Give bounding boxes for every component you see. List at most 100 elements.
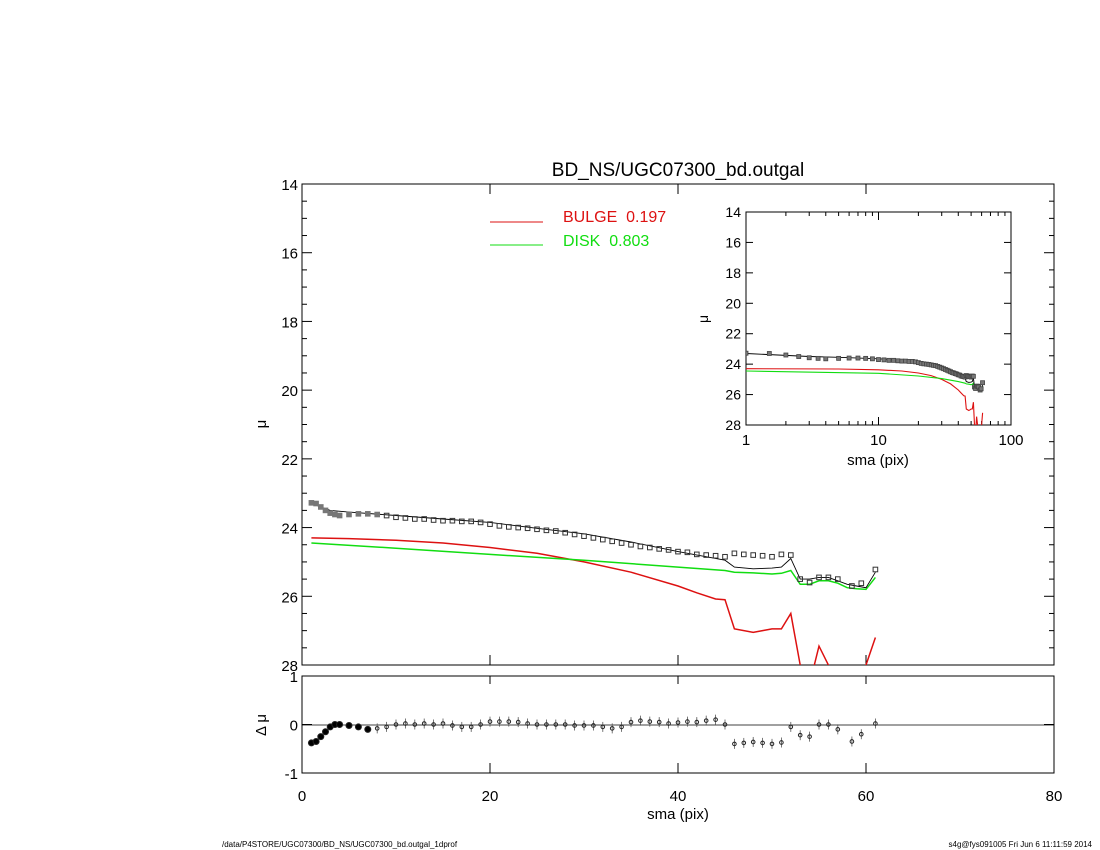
inset-plot-frame	[746, 212, 1011, 425]
main-data-point	[450, 518, 455, 523]
inset-data-point	[784, 353, 788, 357]
inset-y-tick-label: 16	[725, 234, 741, 250]
residual-point	[346, 722, 352, 728]
residual-points	[308, 715, 877, 749]
main-data-point	[779, 552, 784, 557]
main-y-tick-label: 22	[281, 452, 298, 469]
main-data-point	[789, 553, 794, 558]
inset-data-point	[979, 387, 983, 391]
inset-x-tick-label: 100	[998, 432, 1023, 449]
main-data-point	[873, 567, 878, 572]
inset-data-point	[824, 357, 828, 361]
residual-y-axis-label: Δ μ	[253, 714, 270, 736]
main-y-tick-label: 14	[281, 177, 298, 194]
main-data-point	[859, 581, 864, 586]
main-data-point	[629, 542, 634, 547]
main-data-point	[713, 553, 718, 558]
main-data-point	[751, 553, 756, 558]
main-y-tick-label: 24	[281, 521, 298, 538]
inset-y-axis-label: μ	[695, 315, 711, 323]
inset-data-point	[856, 356, 860, 360]
inset-data-point	[767, 351, 771, 355]
main-data-point	[638, 544, 643, 549]
legend-bulge-label: BULGE 0.197	[563, 209, 666, 226]
inset-data-point	[896, 359, 900, 363]
inset-data-point	[744, 351, 748, 355]
main-series-total-line	[311, 504, 875, 588]
inset-x-axis-label: sma (pix)	[847, 452, 909, 469]
inset-data-point	[981, 381, 985, 385]
inset-y-tick-label: 14	[725, 204, 741, 220]
main-data-point	[770, 554, 775, 559]
residual-point	[355, 724, 361, 730]
chart-title: BD_NS/UGC07300_bd.outgal	[552, 160, 804, 181]
residual-panel: 10-1 0 20 40 60 80 Δ μ sma (pix)	[253, 669, 1062, 823]
residual-x-tick-label: 40	[670, 788, 687, 805]
inset-data-point	[887, 358, 891, 362]
main-y-tick-label: 16	[281, 246, 298, 263]
main-data-point	[366, 512, 371, 517]
inset-data-point	[870, 357, 874, 361]
main-series-group	[311, 504, 875, 700]
main-data-point	[314, 501, 319, 506]
residual-point	[313, 738, 319, 744]
main-y-tick-label: 26	[281, 589, 298, 606]
inset-data-point	[837, 356, 841, 360]
inset-y-tick-label: 28	[725, 417, 741, 433]
main-data-point	[742, 552, 747, 557]
inset-y-tick-label: 18	[725, 265, 741, 281]
main-data-points	[309, 501, 878, 589]
main-data-point	[323, 508, 328, 513]
main-y-tick-label: 18	[281, 314, 298, 331]
main-data-point	[544, 528, 549, 533]
residual-point	[323, 729, 329, 735]
main-data-point	[309, 501, 314, 506]
inset-data-point	[971, 374, 975, 378]
residual-x-tick-label: 80	[1046, 788, 1063, 805]
footer-file-path: /data/P4STORE/UGC07300/BD_NS/UGC07300_bd…	[222, 840, 457, 849]
main-data-point	[337, 513, 342, 518]
inset-data-point	[847, 356, 851, 360]
residual-x-tick-label: 0	[298, 788, 306, 805]
inset-data-point	[882, 358, 886, 362]
main-data-point	[333, 512, 338, 517]
residual-x-axis: 0 20 40 60 80	[298, 676, 1063, 805]
main-data-point	[619, 541, 624, 546]
residual-point	[318, 734, 324, 740]
inset-data-point	[877, 358, 881, 362]
main-data-point	[723, 554, 728, 559]
residual-y-axis: 1 0 -1	[285, 669, 1054, 783]
inset-y-tick-label: 22	[725, 326, 741, 342]
residual-y-tick-label: 0	[290, 718, 298, 735]
main-data-point	[582, 534, 587, 539]
main-series-disk-line	[311, 543, 875, 589]
main-series-bulge-line	[311, 538, 875, 700]
main-data-point	[732, 551, 737, 556]
legend-disk-label: DISK 0.803	[563, 233, 649, 250]
main-y-axis-label: μ	[253, 420, 270, 429]
residual-point	[365, 726, 371, 732]
legend: BULGE 0.197 DISK 0.803	[490, 209, 666, 250]
main-data-point	[384, 513, 389, 518]
inset-y-tick-label: 26	[725, 387, 741, 403]
main-data-point	[328, 511, 333, 516]
inset-x-tick-label: 10	[870, 432, 887, 449]
main-data-point	[760, 553, 765, 558]
residual-point	[337, 722, 343, 728]
inset-y-tick-label: 20	[725, 295, 741, 311]
residual-y-tick-label: -1	[285, 766, 298, 783]
residual-x-tick-label: 20	[482, 788, 499, 805]
residual-x-tick-label: 60	[858, 788, 875, 805]
main-data-point	[375, 512, 380, 517]
inset-data-point	[807, 356, 811, 360]
inset-data-point	[892, 358, 896, 362]
main-data-point	[591, 536, 596, 541]
inset-y-tick-label: 24	[725, 356, 741, 372]
main-data-point	[460, 519, 465, 524]
main-data-point	[610, 539, 615, 544]
main-data-point	[319, 505, 324, 510]
footer-timestamp: s4g@fys091005 Fri Jun 6 11:11:59 2014	[949, 840, 1092, 849]
inset-data-point	[864, 356, 868, 360]
main-data-point	[497, 524, 502, 529]
